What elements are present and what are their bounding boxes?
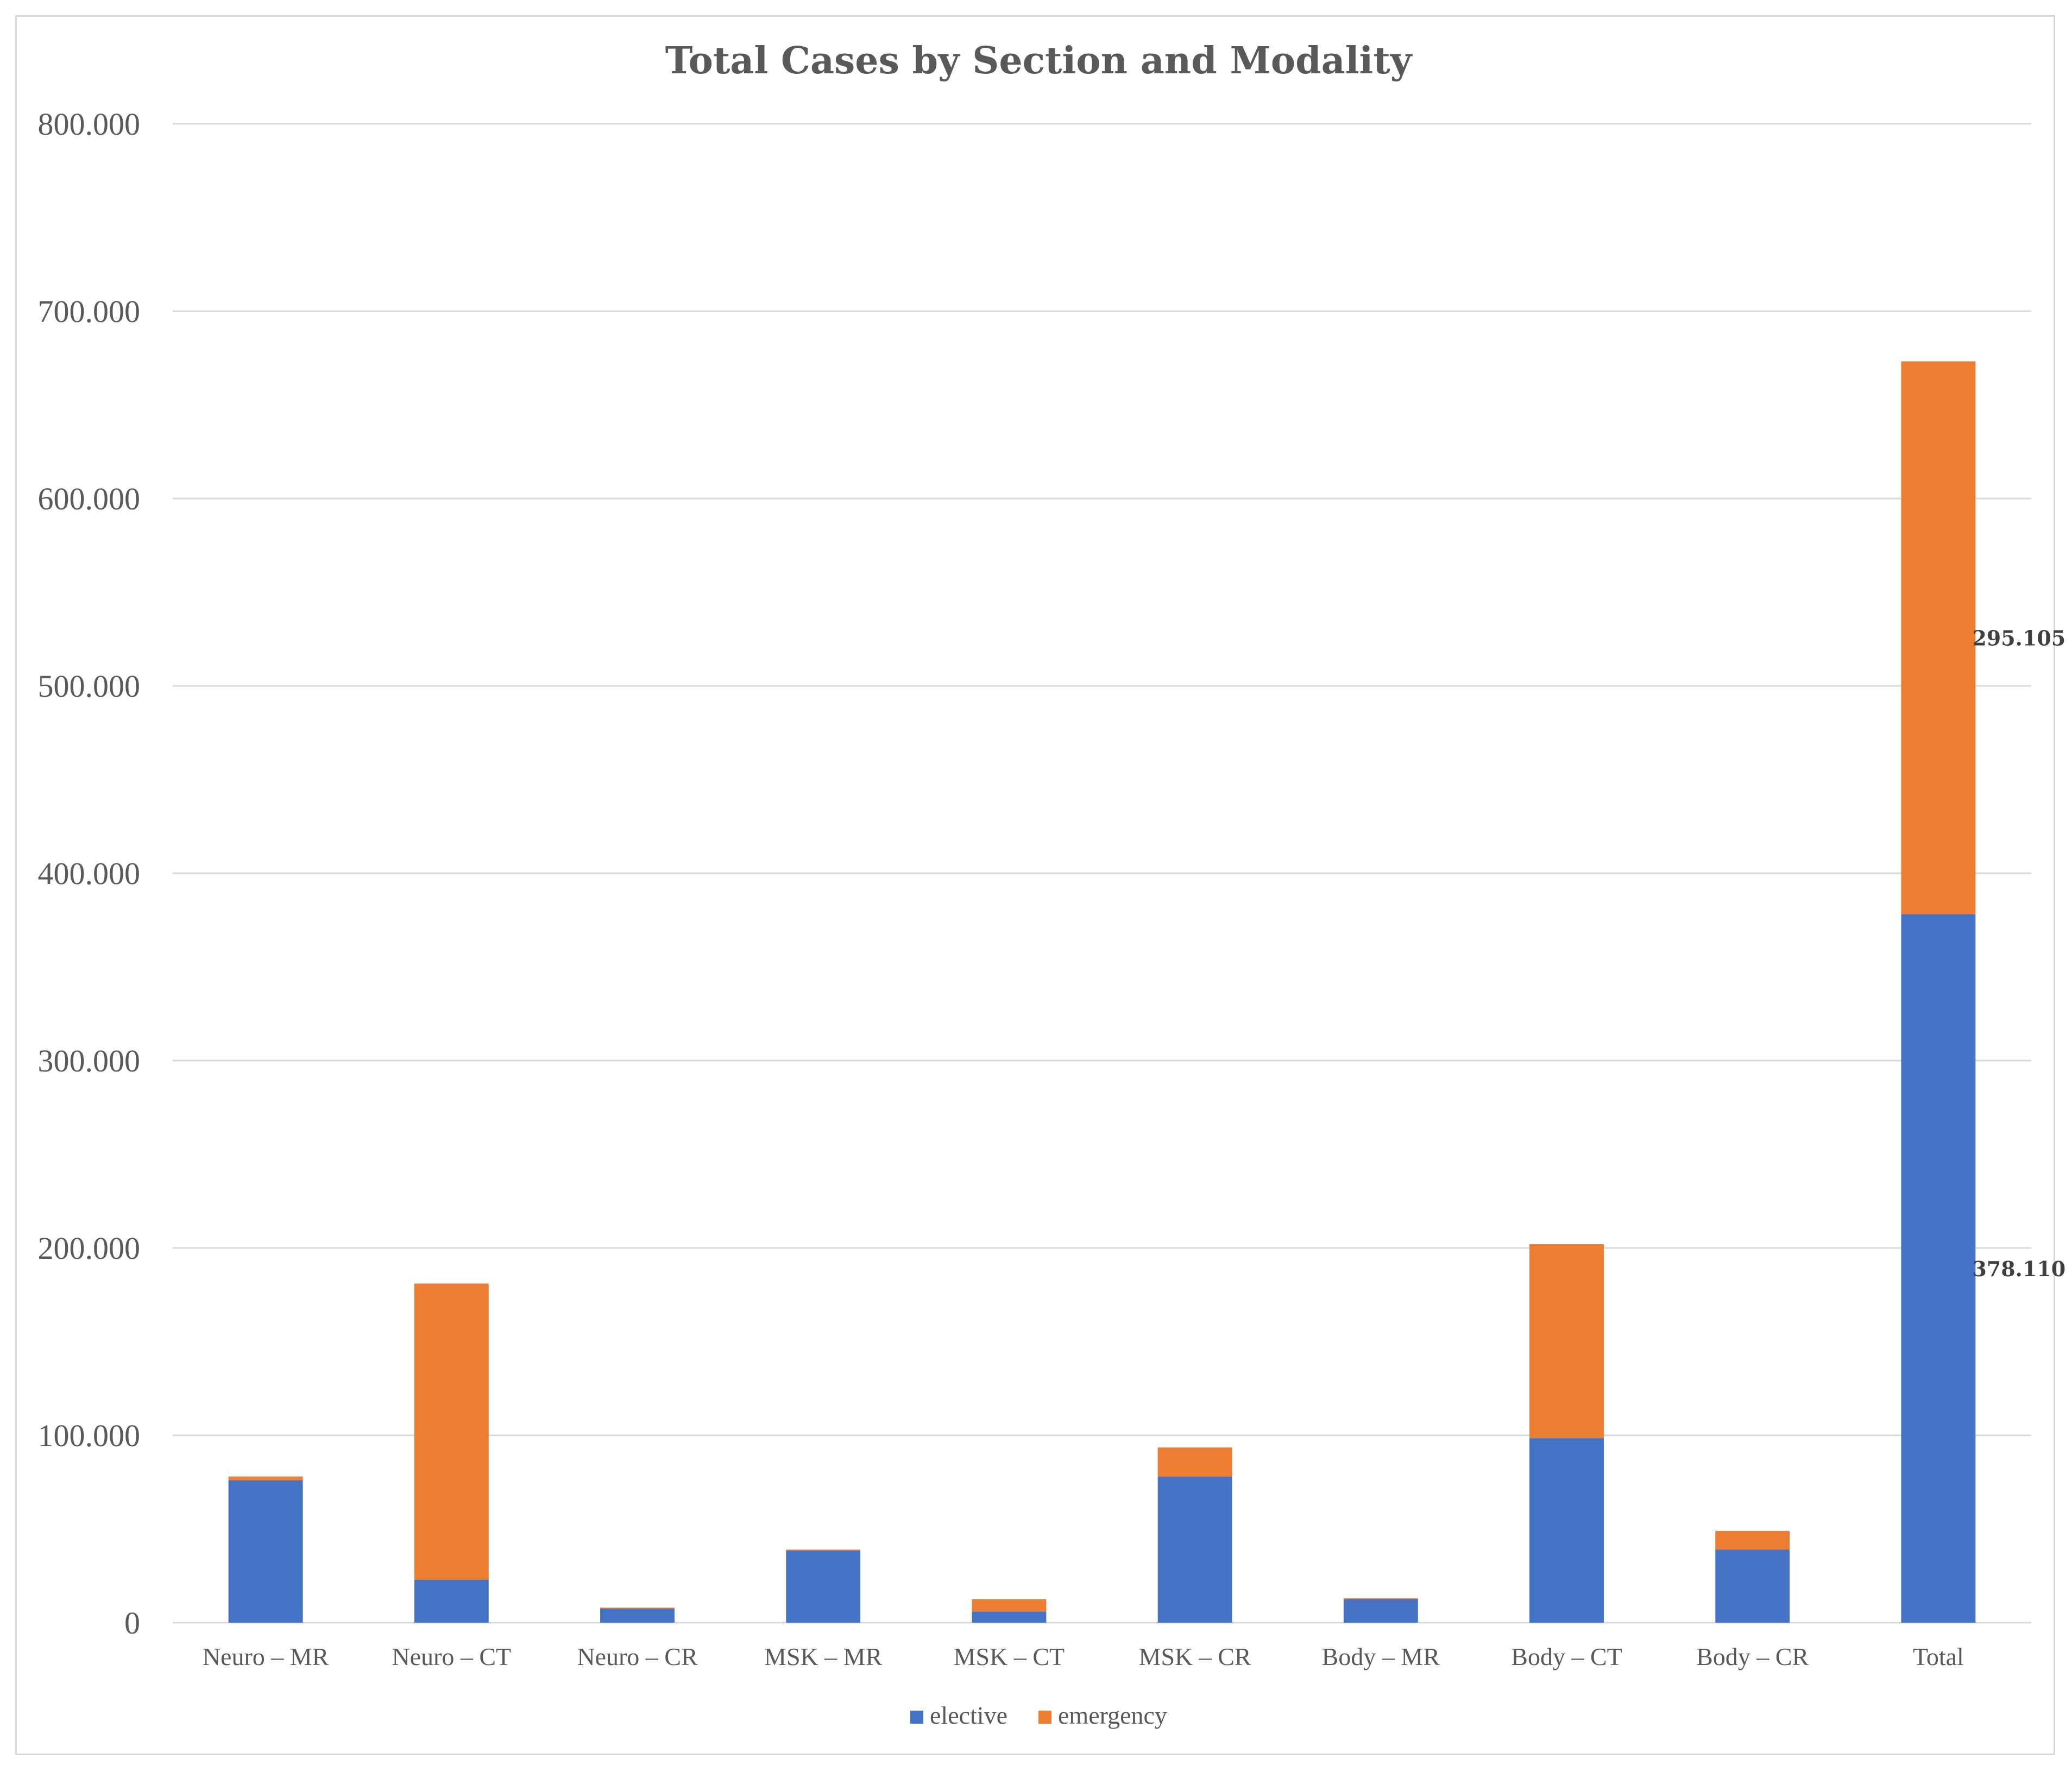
y-tick-label: 200.000: [38, 1231, 141, 1266]
x-category-label: Neuro – CT: [392, 1643, 511, 1670]
bar-elective-9: [1901, 914, 1976, 1623]
legend-label-emergency: emergency: [1058, 1701, 1167, 1729]
x-category-label: MSK – CT: [954, 1643, 1065, 1670]
bar-elective-8: [1715, 1549, 1790, 1623]
y-axis-ticks: 0 100.000 200.000 300.000 400.000 500.000 600.…: [38, 106, 141, 1641]
x-category-label: Total: [1913, 1643, 1964, 1670]
data-label: 378.110: [1972, 1257, 2065, 1281]
bar-emergency-0: [228, 1476, 303, 1480]
legend: elective emergency: [910, 1701, 1167, 1729]
legend-label-elective: elective: [930, 1701, 1007, 1729]
y-tick-label: 0: [124, 1605, 140, 1641]
bar-elective-5: [1157, 1476, 1232, 1623]
y-tick-label: 500.000: [38, 669, 141, 704]
legend-swatch-emergency: [1038, 1711, 1051, 1724]
bar-emergency-1: [414, 1283, 489, 1580]
x-category-label: Neuro – CR: [577, 1643, 698, 1670]
legend-swatch-elective: [910, 1711, 923, 1724]
y-tick-label: 300.000: [38, 1043, 141, 1079]
bar-emergency-7: [1529, 1244, 1604, 1439]
x-category-label: Neuro – MR: [203, 1643, 329, 1670]
data-labels: 378.110 295.105: [1972, 626, 2065, 1281]
bar-emergency-5: [1157, 1447, 1232, 1477]
bar-elective-2: [600, 1609, 675, 1623]
x-axis-categories: Neuro – MR Neuro – CT Neuro – CR MSK – MR MS…: [203, 1643, 1964, 1670]
bar-emergency-9: [1901, 361, 1976, 915]
x-category-label: MSK – MR: [764, 1643, 883, 1670]
bar-emergency-8: [1715, 1530, 1790, 1550]
bar-emergency-4: [972, 1599, 1047, 1612]
chart-frame: [15, 15, 2055, 1755]
bar-elective-7: [1529, 1438, 1604, 1623]
bar-elective-4: [972, 1611, 1047, 1623]
bar-emergency-6: [1343, 1598, 1418, 1599]
y-tick-label: 600.000: [38, 481, 141, 516]
bars: [228, 361, 1976, 1623]
x-category-label: Body – MR: [1322, 1643, 1440, 1670]
bar-elective-1: [414, 1579, 489, 1623]
chart-title: Total Cases by Section and Modality: [665, 39, 1413, 83]
x-category-label: MSK – CR: [1139, 1643, 1251, 1670]
y-tick-label: 100.000: [38, 1418, 141, 1453]
bar-emergency-2: [600, 1607, 675, 1609]
y-tick-label: 700.000: [38, 294, 141, 329]
bar-emergency-3: [786, 1549, 861, 1551]
y-tick-label: 400.000: [38, 856, 141, 891]
x-category-label: Body – CR: [1696, 1643, 1809, 1670]
y-tick-label: 800.000: [38, 106, 141, 142]
bar-elective-6: [1343, 1599, 1418, 1623]
x-category-label: Body – CT: [1511, 1643, 1622, 1670]
bar-elective-3: [786, 1550, 861, 1623]
bar-elective-0: [228, 1480, 303, 1623]
data-label: 295.105: [1972, 626, 2065, 650]
